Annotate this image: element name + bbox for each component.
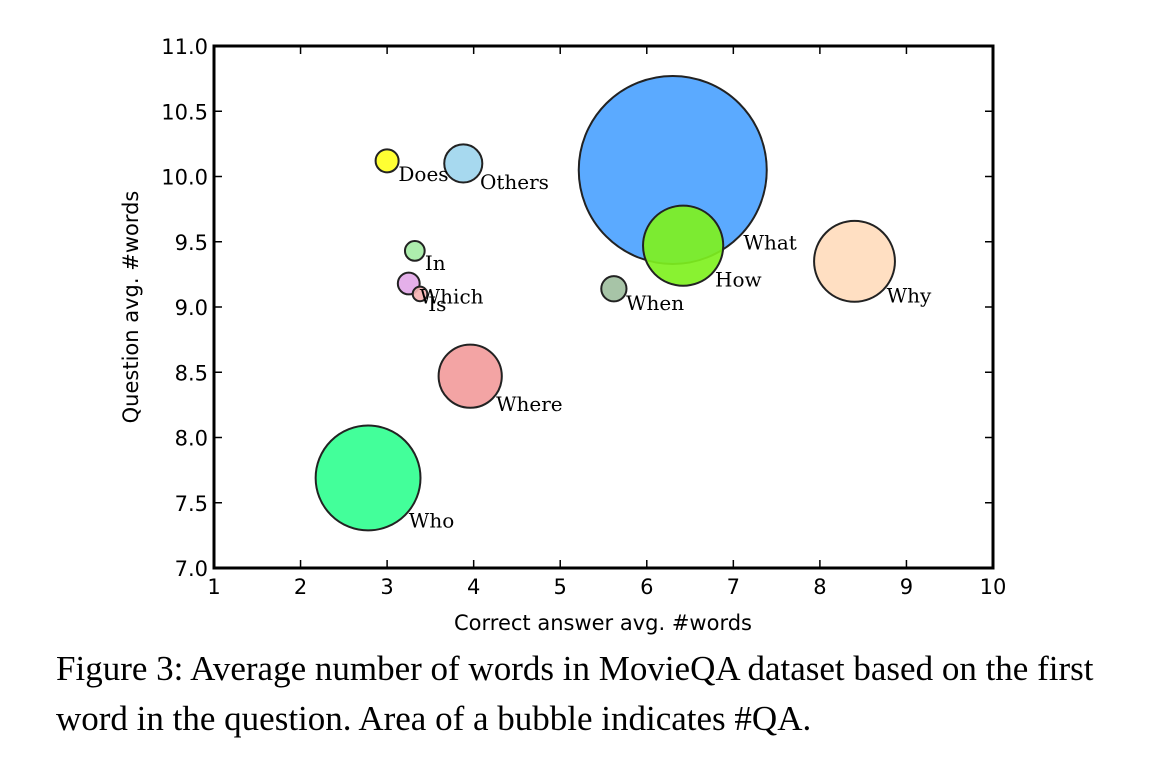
x-tick-label: 8 bbox=[813, 575, 826, 599]
x-tick-label: 1 bbox=[207, 575, 220, 599]
x-axis-label: Correct answer avg. #words bbox=[454, 611, 752, 635]
x-tick-label: 3 bbox=[380, 575, 393, 599]
figure-caption: Figure 3: Average number of words in Mov… bbox=[56, 649, 1094, 738]
x-tick-label: 5 bbox=[554, 575, 567, 599]
y-axis-label: Question avg. #words bbox=[119, 191, 143, 424]
y-tick-label: 11.0 bbox=[161, 35, 208, 59]
x-tick-label: 2 bbox=[294, 575, 307, 599]
x-tick-label: 7 bbox=[727, 575, 740, 599]
y-tick-label: 9.5 bbox=[175, 231, 208, 255]
bubble-label-where: Where bbox=[496, 392, 563, 416]
x-tick-label: 10 bbox=[980, 575, 1007, 599]
x-axis-ticks: 1 2 3 4 5 6 7 8 9 10 bbox=[207, 46, 1006, 599]
x-tick-label: 4 bbox=[467, 575, 480, 599]
y-tick-label: 10.0 bbox=[161, 166, 208, 190]
bubble-label-why: Why bbox=[887, 283, 932, 307]
y-tick-label: 10.5 bbox=[161, 100, 208, 124]
bubble-layer bbox=[314, 74, 896, 532]
bubble-when bbox=[600, 275, 628, 303]
x-tick-label: 9 bbox=[900, 575, 913, 599]
y-axis-ticks: 7.0 7.5 8.0 8.5 9.0 9.5 10.0 10.5 11.0 bbox=[161, 35, 993, 581]
y-tick-label: 8.0 bbox=[175, 427, 208, 451]
bubble-label-when: When bbox=[626, 291, 684, 315]
bubble-does bbox=[374, 148, 400, 174]
bubble-where bbox=[437, 343, 503, 409]
y-tick-label: 7.0 bbox=[175, 557, 208, 581]
bubble-label-layer: What Who Why How Where Others When Does In WhichI… bbox=[398, 162, 932, 533]
bubble-others bbox=[443, 143, 484, 184]
bubble-label-what: What bbox=[743, 231, 796, 255]
bubble-label-which: Which bbox=[420, 284, 484, 308]
x-tick-label: 6 bbox=[640, 575, 653, 599]
bubble-is bbox=[411, 285, 429, 303]
bubble-why bbox=[813, 219, 896, 303]
y-tick-label: 7.5 bbox=[175, 492, 208, 516]
bubble-label-others: Others bbox=[480, 170, 549, 194]
bubble-who bbox=[314, 424, 422, 532]
bubble-label-is: Is bbox=[428, 292, 446, 316]
bubble-label-does: Does bbox=[398, 162, 448, 186]
y-tick-label: 9.0 bbox=[175, 296, 208, 320]
bubble-label-who: Who bbox=[409, 509, 454, 533]
bubble-label-how: How bbox=[715, 268, 762, 292]
bubble-label-in: In bbox=[425, 251, 446, 275]
y-tick-label: 8.5 bbox=[175, 361, 208, 385]
bubble-how bbox=[642, 204, 725, 287]
bubble-in bbox=[403, 240, 426, 262]
